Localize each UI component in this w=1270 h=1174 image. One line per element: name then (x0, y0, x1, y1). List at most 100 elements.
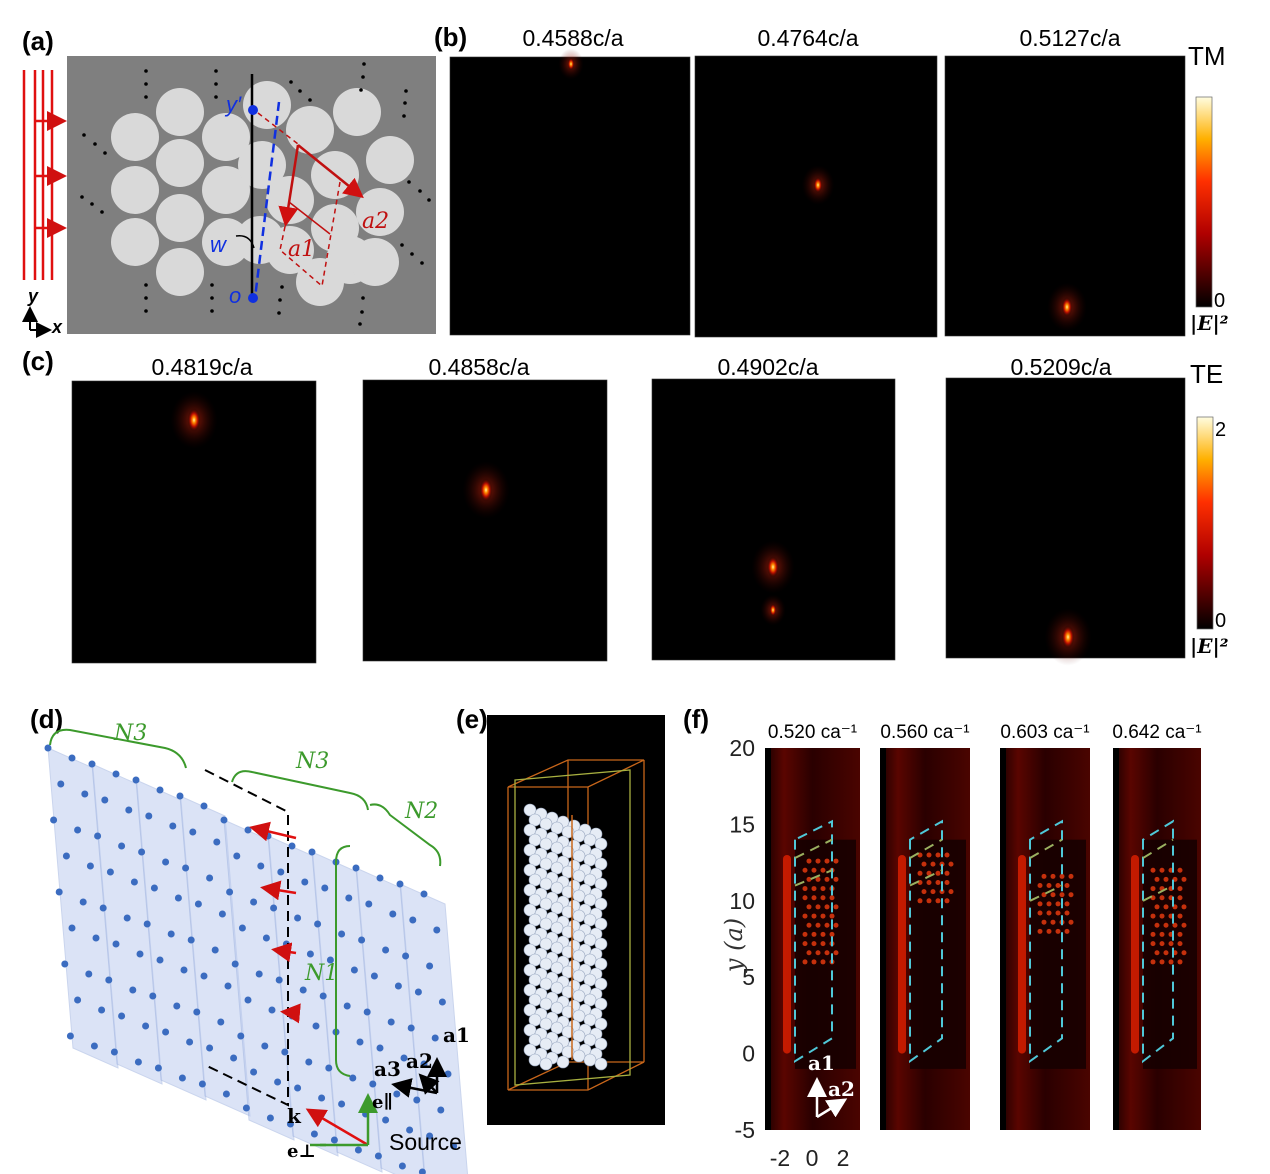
frequency-label: 0.4819c/a (151, 354, 252, 380)
frequency-label: 0.642 ca⁻¹ (1112, 722, 1201, 743)
tm-field-map (449, 48, 691, 336)
label-source: Source (389, 1129, 462, 1155)
rod (156, 248, 204, 296)
y-tick-label: 20 (729, 735, 755, 761)
y-axis-label: y (a) (720, 918, 748, 973)
frequency-label: 0.5127c/a (1019, 25, 1120, 51)
panel-e: (e) (456, 704, 665, 1125)
label-a1-f: a1 (808, 1051, 835, 1075)
label-n1: N1 (304, 961, 338, 986)
domain-boundary (204, 769, 289, 1107)
label-n3-right: N3 (295, 749, 329, 774)
rod (202, 113, 250, 161)
panel-label-b: (b) (434, 22, 467, 52)
panel-label-e: (e) (456, 704, 488, 734)
label-a2-f: a2 (828, 1077, 855, 1101)
incident-wave (22, 70, 67, 280)
tm-field-map (944, 55, 1186, 337)
frequency-label: 0.4858c/a (428, 354, 529, 380)
field-map-3d (765, 748, 860, 1130)
label-n3-left: N3 (113, 721, 147, 746)
label-a2-d: a2 (406, 1049, 433, 1073)
frequency-label: 0.520 ca⁻¹ (768, 722, 857, 743)
count-braces (49, 728, 442, 1077)
label-e-perp: e⊥ (287, 1141, 316, 1162)
lattice-plane (220, 816, 295, 1141)
angle-arc (235, 235, 255, 249)
colorbar-te-unit: |E|² (1190, 634, 1229, 658)
field-map-3d (1000, 748, 1090, 1130)
frequency-label: 0.560 ca⁻¹ (880, 722, 969, 743)
rod (236, 216, 284, 264)
panel-f: (f) 0.520 ca⁻¹ 0.560 ca⁻¹ 0.603 ca⁻¹ 0.642 … (683, 704, 1202, 1171)
te-field-map (362, 379, 608, 662)
boundary-arrows (249, 821, 301, 1024)
lattice-plane (44, 744, 119, 1069)
rod (243, 81, 291, 129)
rod (333, 88, 381, 136)
frequency-label: 0.4764c/a (757, 25, 858, 51)
y-tick-label: -5 (735, 1117, 755, 1143)
colorbar-te (1196, 416, 1214, 630)
colorbar-te-max: 2 (1215, 419, 1226, 441)
lattice-plane (308, 848, 383, 1173)
rotated-wall-line (253, 101, 281, 299)
y-tick-label: 0 (742, 1041, 755, 1067)
label-w: w (210, 232, 228, 257)
panel-d: (d) N3 N3 N2 N1 a1 a2 a3 (30, 704, 470, 1174)
panel-label-c: (c) (22, 346, 54, 376)
panel-a: (a) y′ o w a2 a1 y (22, 26, 436, 338)
axis-label-y: y (27, 286, 39, 306)
sphere-lattice (523, 803, 608, 1071)
panel-label-a: (a) (22, 26, 54, 56)
colorbar-te-min: 0 (1215, 610, 1226, 632)
rod (111, 218, 159, 266)
label-a1-d: a1 (443, 1023, 470, 1047)
rod (156, 194, 204, 242)
te-field-map (945, 377, 1186, 666)
label-a1: a1 (288, 237, 315, 262)
label-a2: a2 (362, 209, 389, 234)
te-field-map (651, 378, 896, 661)
rod (156, 139, 204, 187)
lattice-plane (88, 760, 163, 1085)
axes-indicator: y x (22, 286, 63, 338)
lattice-planes (44, 744, 469, 1174)
label-n2: N2 (404, 799, 438, 824)
rod (238, 141, 286, 189)
lattice-plane (396, 880, 469, 1174)
y-tick-label: 15 (729, 811, 755, 837)
frequency-label: 0.603 ca⁻¹ (1000, 722, 1089, 743)
rod (156, 88, 204, 136)
frequency-label: 0.4588c/a (522, 25, 623, 51)
rod (366, 136, 414, 184)
x-tick-label: 0 (806, 1145, 819, 1171)
dielectric-rods (111, 81, 414, 306)
panel-c: (c) 0.4819c/a 0.4858c/a 0.4902c/a 0.5209c/a… (22, 346, 1229, 666)
panel-label-f: (f) (683, 704, 709, 734)
rod (296, 258, 344, 306)
unit-cell (257, 112, 364, 288)
rod (111, 113, 159, 161)
x-axis-ticks: -2 0 2 (770, 1145, 850, 1171)
mode-label-te: TE (1190, 359, 1223, 389)
frequency-label: 0.4902c/a (717, 354, 818, 380)
axis-label-x: x (51, 317, 63, 337)
label-e-parallel: e∥ (372, 1092, 393, 1113)
colorbar-tm-unit: |E|² (1190, 311, 1229, 335)
mode-label-tm: TM (1188, 41, 1226, 71)
label-a3-d: a3 (374, 1057, 401, 1081)
ellipsis-dots (80, 62, 431, 326)
rod (202, 218, 250, 266)
label-k: k (287, 1104, 302, 1128)
source-plane (514, 769, 631, 1086)
panel-b: (b) 0.4588c/a 0.4764c/a 0.5127c/a TM 0 |E|… (434, 22, 1229, 338)
te-field-map (71, 380, 317, 664)
lattice-plane (132, 776, 207, 1101)
panel-label-d: (d) (30, 704, 63, 734)
x-tick-label: -2 (770, 1145, 790, 1171)
point-o (248, 293, 258, 303)
lattice-plane (176, 792, 251, 1117)
colorbar-tm-min: 0 (1214, 290, 1225, 312)
tm-field-map (694, 55, 938, 338)
